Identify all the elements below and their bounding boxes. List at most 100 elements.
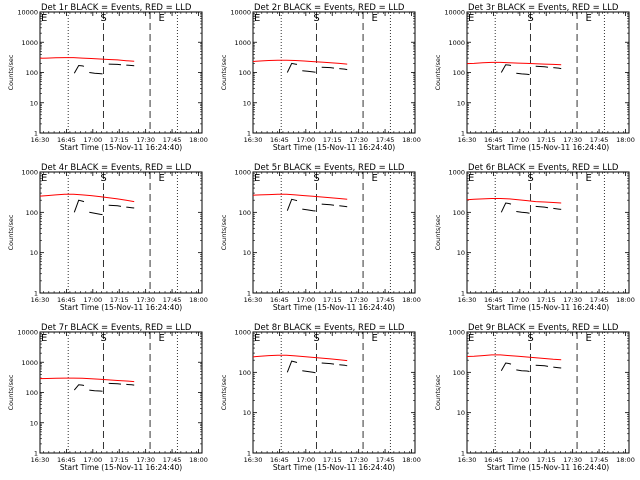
y-tick-label: 10 <box>243 249 251 257</box>
marker-mid-label: S <box>313 333 319 344</box>
plot-frame <box>252 171 416 294</box>
series-lld-line <box>467 354 562 361</box>
y-tick-label: 1 <box>461 130 465 138</box>
y-axis-label: Counts/sec <box>7 374 15 410</box>
y-tick-label: 10 <box>30 99 38 107</box>
x-tick-label: 18:00 <box>616 296 635 304</box>
series-events-line <box>73 63 135 75</box>
marker-left-label: E <box>41 173 47 184</box>
x-tick-label: 16:45 <box>57 456 76 464</box>
y-axis-label: Counts/sec <box>434 214 442 250</box>
y-tick-label: 10 <box>30 419 38 427</box>
panel-det-8: Det 8r BLACK = Events, RED = LLD Counts/s… <box>220 323 421 472</box>
x-tick-label: 16:30 <box>31 136 50 144</box>
x-tick-label: 17:45 <box>376 136 395 144</box>
series-group <box>253 59 348 73</box>
x-tick-label: 17:15 <box>537 296 556 304</box>
series-events-line <box>500 202 562 214</box>
x-tick-label: 17:30 <box>563 296 582 304</box>
marker-left-label: E <box>468 173 474 184</box>
y-tick-label: 100 <box>26 389 38 397</box>
x-axis-label: Start Time (15-Nov-11 16:24:40) <box>60 143 182 152</box>
x-tick-label: 16:45 <box>57 296 76 304</box>
series-group <box>40 193 135 216</box>
marker-mid-label: S <box>313 13 319 24</box>
y-tick-label: 100 <box>453 69 465 77</box>
y-axis-label: Counts/sec <box>7 214 15 250</box>
x-tick-label: 18:00 <box>402 296 421 304</box>
series-events-line <box>286 360 348 374</box>
series-group <box>40 57 135 75</box>
panel-title: Det 7r BLACK = Events, RED = LLD <box>41 323 192 333</box>
series-group <box>253 193 348 212</box>
series-group <box>467 61 562 76</box>
y-axis-label: Counts/sec <box>220 374 228 410</box>
y-tick-label: 10000 <box>17 329 38 337</box>
marker-right-label: E <box>586 333 592 344</box>
series-lld-line <box>40 193 135 203</box>
x-tick-label: 17:15 <box>323 296 342 304</box>
x-tick-label: 18:00 <box>402 456 421 464</box>
marker-left-label: E <box>468 333 474 344</box>
y-tick-label: 1 <box>34 290 38 298</box>
y-tick-label: 1000 <box>21 39 38 47</box>
x-tick-label: 17:30 <box>136 456 155 464</box>
panel-det-4: Det 4r BLACK = Events, RED = LLD Counts/s… <box>7 163 208 312</box>
marker-left-label: E <box>254 333 260 344</box>
x-axis-label: Start Time (15-Nov-11 16:24:40) <box>487 463 609 472</box>
series-lld-line <box>253 193 348 200</box>
x-tick-label: 18:00 <box>616 136 635 144</box>
series-lld-line <box>253 59 348 65</box>
y-tick-label: 1000 <box>234 39 251 47</box>
y-tick-label: 1000 <box>234 329 251 337</box>
panel-title: Det 3r BLACK = Events, RED = LLD <box>468 3 619 13</box>
x-tick-label: 16:45 <box>270 456 289 464</box>
marker-left-label: E <box>254 13 260 24</box>
x-tick-label: 17:00 <box>296 136 315 144</box>
x-tick-label: 17:00 <box>296 296 315 304</box>
plot-frame <box>252 331 416 454</box>
y-tick-label: 10000 <box>17 9 38 17</box>
x-tick-label: 16:45 <box>484 296 503 304</box>
x-tick-label: 17:30 <box>136 296 155 304</box>
x-tick-label: 17:45 <box>163 136 182 144</box>
panel-det-2: Det 2r BLACK = Events, RED = LLD Counts/s… <box>220 3 421 152</box>
x-tick-label: 17:15 <box>323 456 342 464</box>
panel-title: Det 2r BLACK = Events, RED = LLD <box>254 3 405 13</box>
x-tick-label: 16:45 <box>57 136 76 144</box>
marker-right-label: E <box>372 173 378 184</box>
x-tick-label: 18:00 <box>189 456 208 464</box>
x-tick-label: 17:15 <box>323 136 342 144</box>
x-tick-label: 17:45 <box>376 296 395 304</box>
x-tick-label: 17:15 <box>110 456 129 464</box>
plot-frame <box>466 171 630 294</box>
x-tick-label: 17:00 <box>296 456 315 464</box>
y-tick-label: 100 <box>239 369 251 377</box>
y-tick-label: 100 <box>26 69 38 77</box>
y-axis-label: Counts/sec <box>7 54 15 90</box>
x-tick-label: 17:00 <box>83 296 102 304</box>
marker-right-label: E <box>586 173 592 184</box>
x-tick-label: 16:30 <box>244 136 263 144</box>
x-tick-label: 18:00 <box>402 136 421 144</box>
marker-mid-label: S <box>527 333 533 344</box>
marker-mid-label: S <box>100 13 106 24</box>
marker-left-label: E <box>468 13 474 24</box>
marker-right-label: E <box>372 333 378 344</box>
x-tick-label: 17:45 <box>590 296 609 304</box>
series-lld-line <box>467 61 562 66</box>
plot-frame <box>39 171 203 294</box>
series-lld-line <box>40 377 135 383</box>
series-lld-line <box>467 198 562 204</box>
x-tick-label: 17:30 <box>349 136 368 144</box>
x-tick-label: 17:30 <box>563 456 582 464</box>
series-group <box>467 198 562 214</box>
marker-mid-label: S <box>313 173 319 184</box>
x-tick-label: 17:30 <box>136 136 155 144</box>
y-tick-label: 1 <box>247 450 251 458</box>
x-tick-label: 17:00 <box>510 136 529 144</box>
marker-right-label: E <box>372 13 378 24</box>
marker-right-label: E <box>159 333 165 344</box>
x-tick-label: 17:00 <box>83 136 102 144</box>
